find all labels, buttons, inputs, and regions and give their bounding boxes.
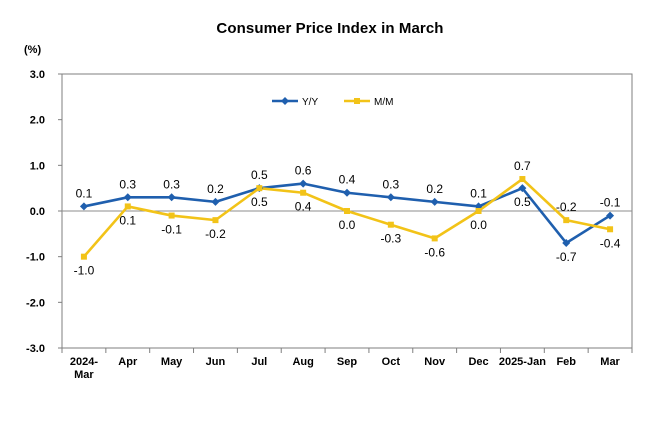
data-point-yy (562, 238, 571, 247)
data-label-mm: -1.0 (74, 264, 95, 278)
data-label-yy: 0.2 (426, 182, 443, 196)
x-tick-label: Jul (251, 356, 267, 368)
x-tick-label: 2024-Mar (70, 356, 98, 381)
x-tick-label: Nov (424, 356, 446, 368)
data-label-yy: 0.3 (163, 177, 180, 191)
y-tick-label: -1.0 (26, 252, 45, 264)
y-tick-label: 2.0 (30, 115, 45, 127)
data-point-yy (386, 193, 395, 202)
data-label-yy: -0.7 (556, 250, 577, 264)
data-label-yy: -0.1 (600, 196, 621, 210)
data-point-mm (431, 235, 438, 242)
data-label-mm: -0.2 (205, 227, 226, 241)
data-point-yy (430, 197, 439, 206)
data-point-mm (344, 208, 350, 214)
x-tick-label: Dec (468, 356, 488, 368)
data-label-yy: 0.2 (207, 182, 224, 196)
data-point-yy (343, 188, 351, 197)
data-label-yy: 0.6 (295, 164, 312, 178)
legend-marker-yy (281, 97, 289, 105)
data-label-mm: 0.7 (514, 159, 531, 173)
data-label-mm: 0.5 (251, 195, 268, 209)
x-tick-label: Apr (118, 356, 138, 368)
data-label-mm: -0.6 (424, 245, 445, 259)
legend-label-mm: M/M (374, 97, 393, 108)
data-label-yy: 0.5 (514, 195, 531, 209)
data-label-yy: 0.1 (470, 186, 487, 200)
data-point-yy (606, 211, 615, 220)
data-point-mm (607, 226, 614, 233)
x-tick-label: Oct (382, 356, 401, 368)
chart-title: Consumer Price Index in March (216, 20, 444, 37)
data-label-mm: -0.2 (556, 200, 577, 214)
data-label-yy: 0.5 (251, 168, 268, 182)
data-point-mm (256, 185, 263, 192)
data-point-mm (168, 212, 175, 219)
data-label-yy: 0.3 (119, 177, 136, 191)
x-tick-label: Mar (600, 356, 620, 368)
data-point-yy (79, 202, 88, 211)
data-point-mm (300, 189, 307, 196)
x-tick-label: Sep (337, 356, 357, 368)
x-tick-label: May (161, 356, 183, 368)
data-label-yy: 0.4 (339, 173, 356, 187)
x-tick-label: Aug (292, 356, 313, 368)
data-point-yy (211, 197, 220, 206)
data-label-yy: 0.3 (383, 177, 400, 191)
y-tick-label: -3.0 (26, 343, 45, 355)
data-point-mm (212, 217, 219, 224)
x-tick-label: 2025-Jan (499, 356, 546, 368)
data-point-mm (519, 176, 526, 183)
data-label-mm: -0.4 (600, 236, 621, 250)
y-axis-unit-label: (%) (24, 44, 42, 56)
y-tick-label: 1.0 (30, 160, 45, 172)
x-tick-label: Jun (206, 356, 226, 368)
data-point-yy (167, 193, 176, 202)
y-tick-label: 0.0 (30, 206, 45, 218)
data-point-yy (299, 179, 308, 188)
data-label-mm: -0.1 (161, 223, 182, 237)
data-label-mm: 0.1 (119, 213, 136, 227)
y-tick-label: 3.0 (30, 69, 45, 81)
data-label-mm: 0.0 (470, 218, 487, 232)
data-point-mm (563, 217, 570, 224)
x-tick-label: Feb (556, 356, 576, 368)
data-label-mm: 0.0 (339, 218, 356, 232)
data-label-mm: 0.4 (295, 200, 312, 214)
data-point-yy (123, 193, 132, 202)
legend-marker-mm (354, 98, 360, 104)
data-point-mm (124, 203, 131, 210)
data-point-mm (475, 208, 482, 214)
data-point-yy (518, 184, 527, 193)
y-tick-label: -2.0 (26, 297, 45, 309)
data-label-mm: -0.3 (381, 232, 402, 246)
data-point-mm (387, 221, 394, 228)
legend-label-yy: Y/Y (302, 97, 318, 108)
data-label-yy: 0.1 (76, 186, 93, 200)
data-point-mm (80, 253, 87, 260)
